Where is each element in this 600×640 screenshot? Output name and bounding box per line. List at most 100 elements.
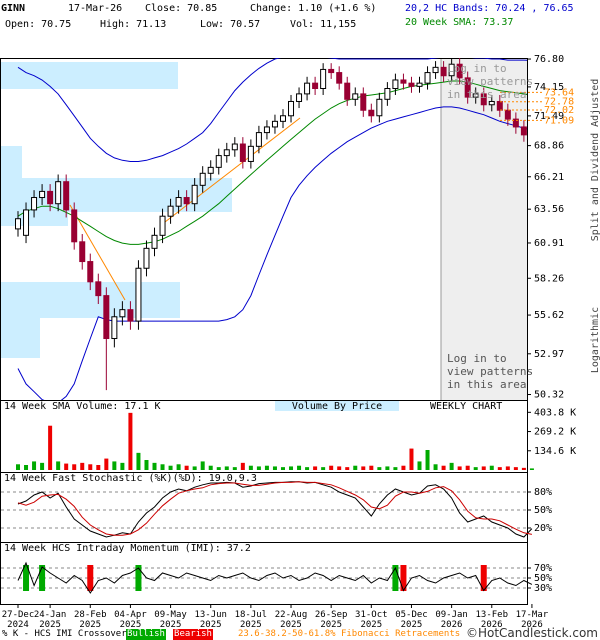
volume-bar [104, 458, 109, 470]
candle-body [360, 93, 367, 111]
candle-body [15, 218, 21, 230]
volume-bar [521, 467, 526, 470]
candle-body [440, 66, 447, 77]
candle-body [320, 68, 327, 90]
indicator-line [17, 481, 533, 538]
price-tag: 73.64 [544, 87, 574, 98]
volume-bar [88, 464, 93, 470]
volume-bar [200, 461, 205, 470]
volume-bar [297, 465, 302, 470]
volume-bar [465, 465, 470, 470]
volume-bar [305, 467, 310, 470]
candle-body [416, 82, 423, 87]
y-tick-label: 50.32 [534, 390, 564, 401]
panel-label: 14 Week SMA Volume: 17.1 K [4, 401, 161, 412]
candle-body [488, 100, 495, 106]
x-tick-label: 05-Dec 2025 [395, 610, 428, 630]
volume-bar [232, 467, 237, 470]
y-tick-label: 68.86 [534, 141, 564, 152]
panel-label: 14 Week HCS Intraday Momentum (IMI): 37.… [4, 543, 251, 554]
x-tick-label: 22-Aug 2025 [274, 610, 308, 630]
volume-bar [240, 462, 245, 470]
x-tick-label: 31-Oct 2025 [355, 610, 388, 630]
volume-bar [449, 462, 454, 470]
candle-body [231, 143, 238, 151]
volume-bar [96, 465, 101, 470]
volume: Vol: 11,155 [290, 19, 356, 30]
credit: ©HotCandlestick.com [465, 626, 598, 640]
candle-body [504, 109, 511, 120]
candle-body [472, 93, 479, 98]
candle-body [159, 215, 166, 236]
y-tick-label: 50% [534, 573, 552, 584]
volume-bar [425, 450, 430, 470]
side-label: Logarithmic [590, 307, 600, 373]
candle-body [392, 79, 399, 90]
x-tick-label: 28-Feb 2025 [74, 610, 107, 630]
pattern-notice: Log in to view patterns in this area [447, 62, 534, 101]
y-tick-label: 269.2 K [534, 427, 576, 438]
y-tick-label: 74.15 [534, 82, 564, 93]
volume-bar [144, 460, 149, 470]
annotation: WEEKLY CHART [430, 401, 502, 412]
volume-bar [24, 465, 29, 470]
y-tick-label: 63.56 [534, 204, 564, 215]
candle-body [127, 309, 134, 322]
volume-bar [40, 462, 45, 470]
volume-bar [208, 465, 213, 470]
candle-body [111, 316, 118, 340]
x-tick-label: 09-Jan 2026 [435, 610, 468, 630]
candle-body [456, 63, 463, 79]
volume-bar [369, 465, 374, 470]
indicator-line [17, 561, 533, 594]
imi-frame [0, 542, 528, 605]
y-tick-label: 50% [534, 505, 552, 516]
volume-bar [224, 466, 229, 470]
y-tick-label: 66.21 [534, 172, 564, 183]
vbp-bar [0, 62, 178, 89]
candle-body [47, 190, 54, 205]
volume-bar [337, 466, 342, 470]
candle-body [400, 79, 407, 84]
volume-bar [377, 467, 382, 470]
volume-bar [529, 468, 534, 470]
bullish-marker [23, 565, 30, 591]
vbp-bar [0, 318, 40, 358]
y-tick-label: 134.6 K [534, 446, 576, 457]
candle-body [103, 295, 110, 340]
volume-bar [329, 465, 334, 470]
volume-bar [80, 462, 85, 470]
volume-bar [353, 465, 358, 470]
x-tick-label: 24-Jan 2025 [33, 610, 67, 630]
volume-bar [473, 467, 478, 470]
volume-bar [489, 465, 494, 470]
y-tick-label: 20% [534, 523, 552, 534]
footer-legend: % K - HCS IMI Crossover, [2, 629, 133, 639]
candle-body [239, 143, 246, 162]
candle-body [480, 93, 487, 106]
volume-bar [505, 466, 510, 470]
candle-body [328, 68, 335, 74]
bearish-box [173, 629, 213, 640]
volume-bar [248, 465, 253, 470]
bullish-label: Bullish [127, 629, 165, 639]
volume-bar [136, 452, 141, 470]
candle-body [63, 181, 70, 211]
volume-bar [128, 412, 133, 470]
volume-bar [441, 465, 446, 470]
candle-body [344, 82, 351, 100]
volume-bar [313, 466, 318, 470]
candle-body [23, 209, 30, 236]
candle-body [312, 82, 319, 90]
candle-body [384, 88, 391, 100]
change: Change: 1.10 (+1.6 %) [250, 3, 376, 14]
candle-body [408, 82, 415, 87]
candle-body [39, 190, 46, 199]
candle-body [279, 115, 286, 122]
volume-bar [433, 464, 438, 470]
candle-body [175, 197, 182, 207]
y-tick-label: 55.62 [534, 310, 564, 321]
candle-body [207, 166, 214, 174]
candle-body [79, 241, 86, 263]
